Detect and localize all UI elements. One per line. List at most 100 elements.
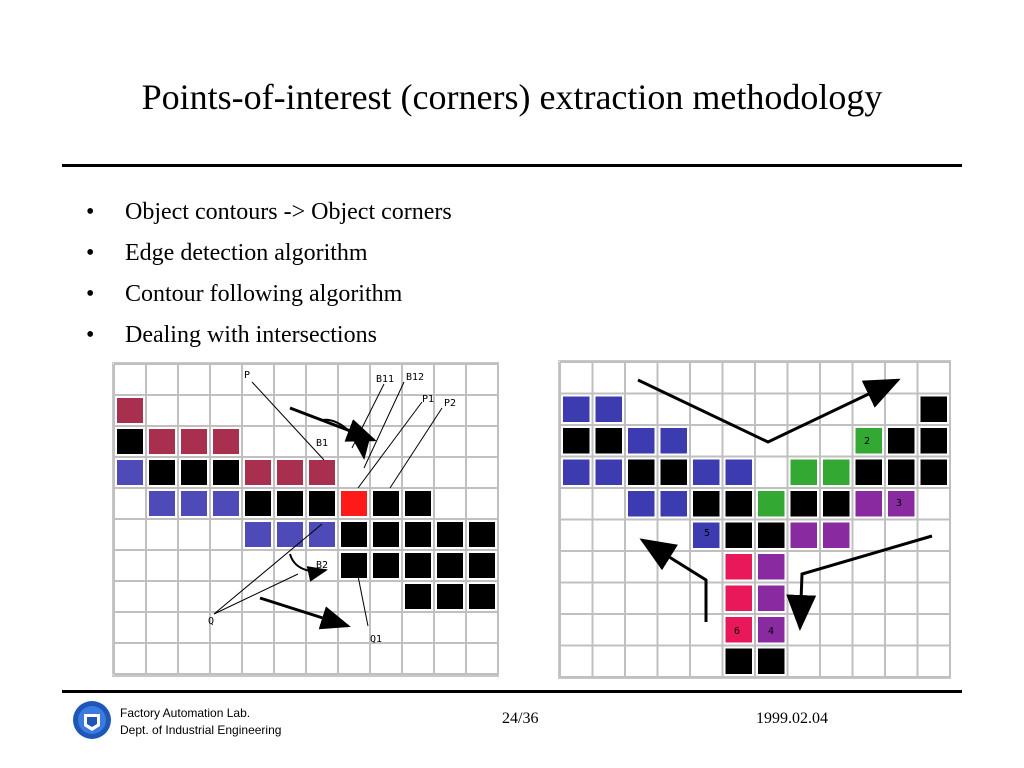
grid-cell xyxy=(405,553,431,578)
grid-cell xyxy=(437,553,463,578)
grid-cell xyxy=(725,554,752,580)
grid-cell xyxy=(149,429,175,454)
down-right-arrow xyxy=(786,534,933,631)
grid-cell xyxy=(920,428,947,454)
grid-cell xyxy=(373,553,399,578)
grid-cell xyxy=(855,459,882,485)
grid-cell xyxy=(823,491,850,517)
grid-cell xyxy=(341,553,367,578)
grid-cell xyxy=(309,491,335,516)
grid-cell xyxy=(563,396,590,422)
grid-cell xyxy=(245,460,271,485)
contour-following-diagram: P B11 B12 P1 P2 B1 B2 Q Q1 xyxy=(112,362,499,677)
bottom-arrow xyxy=(259,596,351,630)
grid-cell xyxy=(725,459,752,485)
grid-cell xyxy=(149,460,175,485)
grid-cell xyxy=(437,584,463,609)
grid-cell xyxy=(213,460,239,485)
footer-dept: Dept. of Industrial Engineering xyxy=(120,723,282,737)
grid-cell xyxy=(181,491,207,516)
grid-cell xyxy=(595,459,622,485)
bullet-item: • Dealing with intersections xyxy=(86,319,452,360)
grid-cell xyxy=(181,460,207,485)
grid-cell xyxy=(920,459,947,485)
grid-cell xyxy=(790,522,817,548)
label-b2: B2 xyxy=(316,560,328,571)
top-divider xyxy=(62,164,962,167)
grid-cell xyxy=(758,554,785,580)
label-q: Q xyxy=(208,616,214,627)
grid-cell xyxy=(437,522,463,547)
grid-cell xyxy=(920,396,947,422)
grid-cell xyxy=(758,648,785,674)
grid-cell xyxy=(469,522,495,547)
grid-cell xyxy=(628,491,655,517)
grid-cell xyxy=(309,522,335,547)
footer-date: 1999.02.04 xyxy=(756,710,828,727)
label-p1: P1 xyxy=(422,394,434,405)
grid-cell xyxy=(758,491,785,517)
bullet-list: • Object contours -> Object corners • Edge… xyxy=(86,196,452,360)
intersection-diagram: 2 3 4 5 6 xyxy=(558,360,951,679)
grid-cell xyxy=(888,459,915,485)
grid-cell xyxy=(213,491,239,516)
grid-cell xyxy=(563,428,590,454)
label-b11: B11 xyxy=(376,374,394,385)
grid-cell xyxy=(725,585,752,611)
grid-cell xyxy=(725,648,752,674)
bullet-item: • Object contours -> Object corners xyxy=(86,196,452,237)
grid-cell xyxy=(888,491,915,517)
bullet-item: • Edge detection algorithm xyxy=(86,237,452,278)
grid-cell xyxy=(693,491,720,517)
grid-cell xyxy=(563,459,590,485)
grid-cell xyxy=(660,491,687,517)
grid-cell xyxy=(309,460,335,485)
slide-title: Points-of-interest (corners) extraction … xyxy=(141,77,883,117)
grid-cell xyxy=(277,460,303,485)
grid-cell xyxy=(245,522,271,547)
grid-cell xyxy=(628,428,655,454)
grid-cell xyxy=(213,429,239,454)
grid-cell xyxy=(855,491,882,517)
b2-arc-arrow xyxy=(289,553,328,582)
label-b12: B12 xyxy=(406,372,424,383)
label-4: 4 xyxy=(768,626,774,637)
grid-cell xyxy=(758,522,785,548)
grid-cell xyxy=(790,491,817,517)
grid-cell xyxy=(181,429,207,454)
grid-cell xyxy=(469,584,495,609)
label-p2: P2 xyxy=(444,398,456,409)
grid-cell xyxy=(855,428,882,454)
bullet-text: Dealing with intersections xyxy=(125,322,377,348)
grid-cell xyxy=(823,522,850,548)
bullet-item: • Contour following algorithm xyxy=(86,278,452,319)
grid-cell xyxy=(660,428,687,454)
grid-cell xyxy=(469,553,495,578)
grid-cell xyxy=(628,459,655,485)
bottom-divider xyxy=(62,690,962,693)
bullet-text: Object contours -> Object corners xyxy=(125,199,452,225)
grid-cell xyxy=(790,459,817,485)
label-b1: B1 xyxy=(316,438,328,449)
grid-cell xyxy=(693,522,720,548)
grid-cell xyxy=(117,460,143,485)
grid-cell xyxy=(725,491,752,517)
label-6: 6 xyxy=(734,626,740,637)
label-5: 5 xyxy=(704,528,710,539)
label-q1: Q1 xyxy=(370,634,382,645)
grid-cell xyxy=(373,522,399,547)
grid-cell xyxy=(117,398,143,423)
grid-cell xyxy=(117,429,143,454)
grid-cell xyxy=(693,459,720,485)
grid-cell xyxy=(341,522,367,547)
grid-cell xyxy=(823,459,850,485)
top-arrow xyxy=(289,406,377,442)
grid-cell xyxy=(405,584,431,609)
grid-cell xyxy=(149,491,175,516)
page-number: 24/36 xyxy=(502,710,539,727)
grid-cell xyxy=(405,522,431,547)
grid-cell xyxy=(888,428,915,454)
grid-cell xyxy=(405,491,431,516)
label-p: P xyxy=(244,370,250,381)
label-2: 2 xyxy=(864,436,870,447)
